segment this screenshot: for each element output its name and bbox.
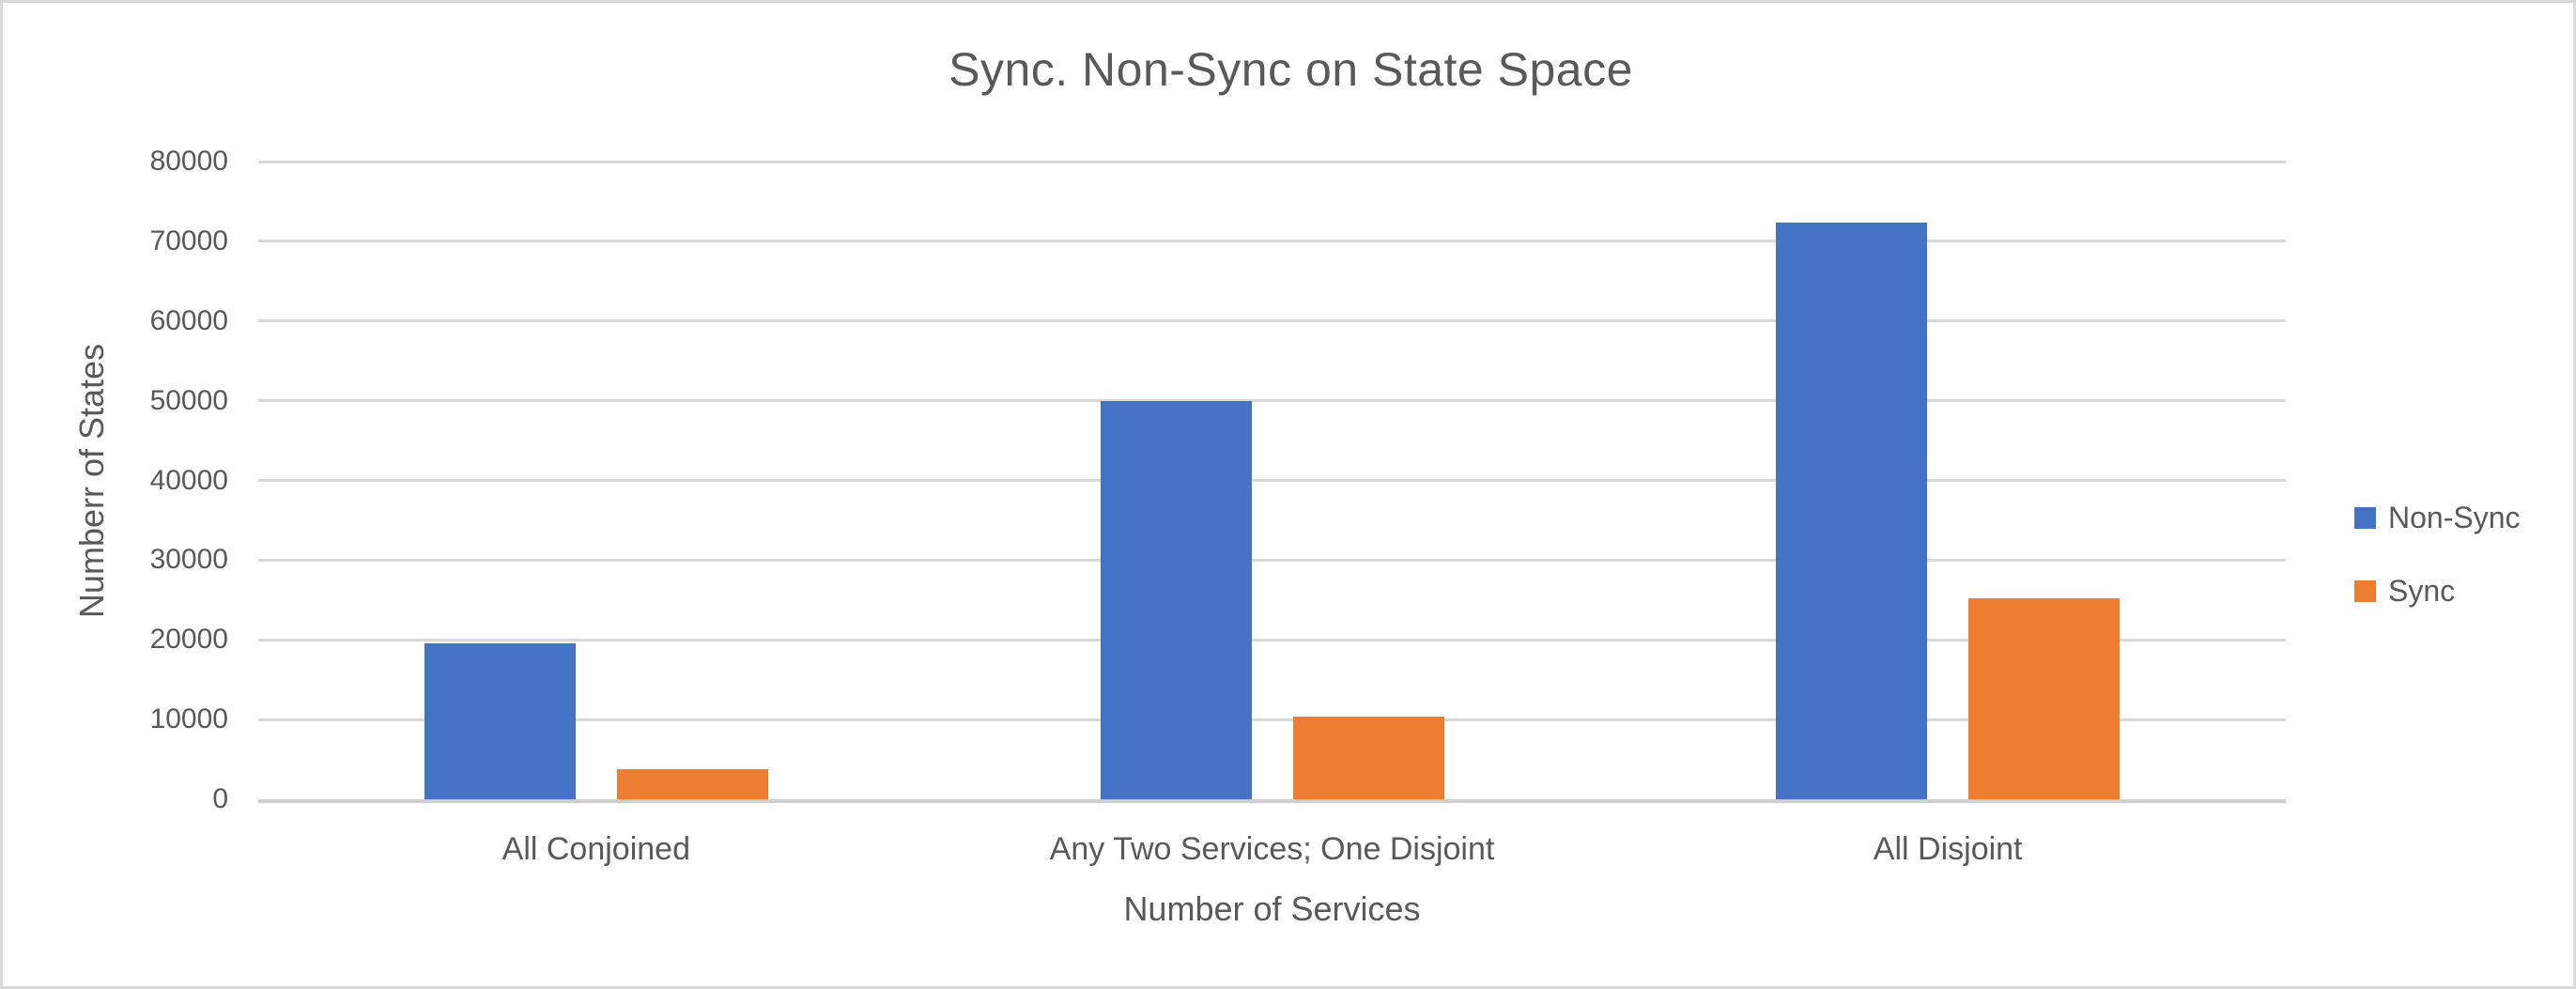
bar-sync (616, 768, 768, 799)
y-axis-tick-label: 30000 (149, 544, 228, 576)
y-axis-tick-label: 0 (212, 783, 228, 814)
x-axis-category-label: Any Two Services; One Disjoint (1049, 831, 1495, 867)
y-axis-tick-label: 10000 (149, 703, 228, 735)
legend-swatch-non-sync-icon (2354, 506, 2376, 529)
gridline (258, 160, 2286, 163)
bar-non-sync (424, 642, 576, 799)
legend-swatch-sync-icon (2354, 579, 2376, 602)
y-axis-tick-label: 40000 (149, 464, 228, 496)
bar-sync (1292, 716, 1444, 799)
gridline (258, 558, 2286, 562)
y-axis-tick-label: 50000 (149, 384, 228, 416)
y-axis-tick-label: 80000 (149, 146, 228, 177)
legend: Non-Sync Sync (2354, 501, 2521, 647)
y-axis-tick-label: 60000 (149, 304, 228, 336)
y-axis-tick-label: 20000 (149, 624, 228, 656)
gridline (258, 240, 2286, 243)
chart-title: Sync. Non-Sync on State Space (949, 43, 1633, 96)
bar-non-sync (1100, 400, 1252, 799)
legend-item-non-sync: Non-Sync (2354, 501, 2521, 534)
gridline (258, 399, 2286, 403)
legend-item-sync: Sync (2354, 574, 2521, 608)
gridline (258, 319, 2286, 323)
legend-label-sync: Sync (2388, 573, 2456, 608)
gridline (258, 479, 2286, 482)
x-axis-category-label: All Conjoined (501, 831, 691, 867)
x-axis-baseline (258, 799, 2286, 803)
bar-sync (1968, 598, 2121, 799)
x-axis-category-label: All Disjoint (1873, 831, 2023, 867)
gridline (258, 718, 2286, 721)
bar-non-sync (1776, 222, 1928, 799)
y-axis-tick-label: 70000 (149, 224, 228, 256)
x-axis-title: Number of Services (1123, 889, 1421, 928)
legend-label-non-sync: Non-Sync (2388, 500, 2521, 534)
gridline (258, 638, 2286, 641)
plot-area (258, 160, 2286, 803)
